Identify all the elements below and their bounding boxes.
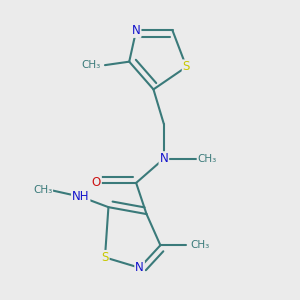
Text: CH₃: CH₃ [190, 240, 210, 250]
Text: O: O [92, 176, 101, 189]
Text: NH: NH [72, 190, 89, 203]
Text: CH₃: CH₃ [33, 185, 52, 195]
Text: CH₃: CH₃ [82, 60, 101, 70]
Text: S: S [101, 251, 109, 264]
Text: CH₃: CH₃ [197, 154, 217, 164]
Text: N: N [160, 152, 168, 165]
Text: S: S [183, 60, 190, 74]
Text: N: N [135, 261, 144, 274]
Text: N: N [132, 24, 140, 37]
